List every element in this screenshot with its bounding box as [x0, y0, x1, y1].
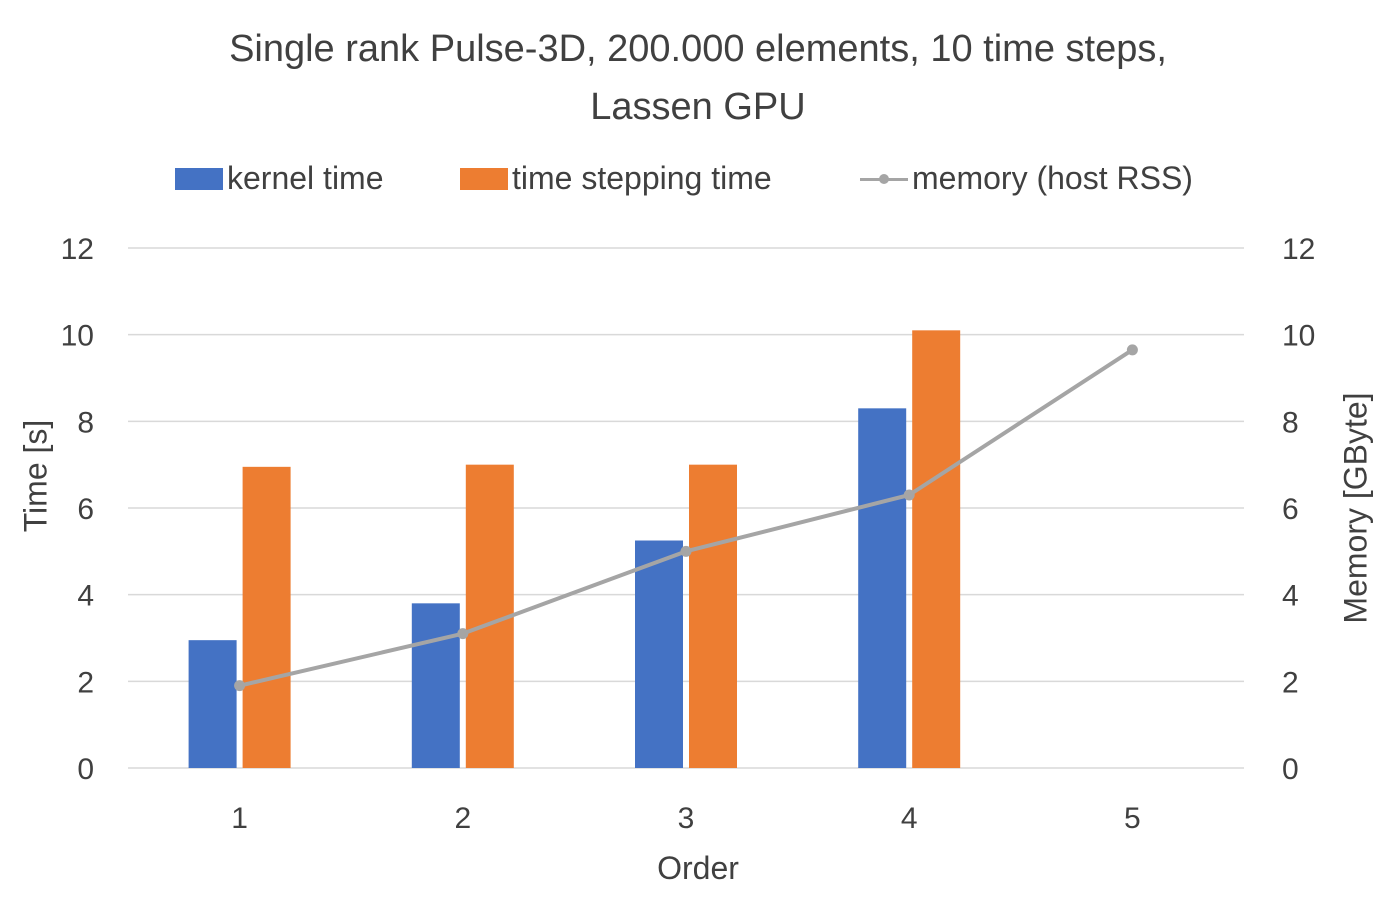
x-tick-label: 4 — [901, 802, 918, 835]
legend-item-kernel-time: kernel time — [175, 160, 384, 197]
bar-time-stepping-time — [242, 466, 291, 768]
y-tick-label-left: 10 — [61, 320, 94, 353]
point-memory — [457, 628, 469, 640]
chart-title-line2: Lassen GPU — [590, 86, 806, 128]
bar-kernel-time — [635, 540, 683, 768]
y-tick-label-right: 4 — [1282, 580, 1299, 613]
x-tick-label: 5 — [1124, 802, 1141, 835]
bar-time-stepping-time — [912, 330, 961, 768]
line-memory — [239, 348, 1134, 688]
legend-swatch-memory — [860, 168, 908, 190]
legend-label-time-stepping-time: time stepping time — [512, 160, 772, 196]
y-tick-label-left: 0 — [77, 753, 94, 786]
y-tick-label-right: 12 — [1282, 233, 1315, 266]
x-axis-title: Order — [657, 850, 739, 886]
legend-swatch-kernel-time — [175, 167, 223, 190]
point-memory — [903, 489, 915, 501]
bar-time-stepping-time — [689, 464, 737, 768]
y-tick-label-left: 8 — [77, 406, 94, 439]
x-tick-label: 3 — [678, 802, 695, 835]
y-tick-label-left: 2 — [77, 666, 94, 699]
point-memory — [1126, 344, 1138, 356]
y-tick-label-right: 2 — [1282, 666, 1299, 699]
legend-item-memory: memory (host RSS) — [860, 160, 1193, 197]
point-memory — [234, 680, 246, 692]
y-tick-label-right: 6 — [1282, 493, 1299, 526]
legend-label-memory: memory (host RSS) — [912, 160, 1193, 196]
bar-kernel-time — [858, 408, 907, 768]
legend-swatch-time-stepping-time — [460, 167, 508, 190]
y-tick-label-left: 4 — [77, 580, 94, 613]
bar-kernel-time — [188, 640, 237, 768]
legend-label-kernel-time: kernel time — [227, 160, 384, 196]
x-tick-label: 1 — [231, 802, 248, 835]
y-axis-title-right: Memory [GByte] — [1337, 392, 1374, 624]
legend-item-time-stepping-time: time stepping time — [460, 160, 772, 197]
y-tick-label-right: 0 — [1282, 753, 1299, 786]
y-tick-label-left: 12 — [61, 233, 94, 266]
y-tick-label-right: 8 — [1282, 406, 1299, 439]
x-tick-label: 2 — [454, 802, 471, 835]
point-memory — [680, 545, 692, 557]
y-axis-title-left: Time [s] — [17, 419, 54, 533]
chart-title: Single rank Pulse-3D, 200.000 elements, … — [229, 28, 1167, 70]
y-tick-label-left: 6 — [77, 493, 94, 526]
bar-kernel-time — [411, 603, 460, 768]
y-tick-label-right: 10 — [1282, 320, 1315, 353]
legend: kernel time time stepping time memory (h… — [0, 160, 1396, 204]
